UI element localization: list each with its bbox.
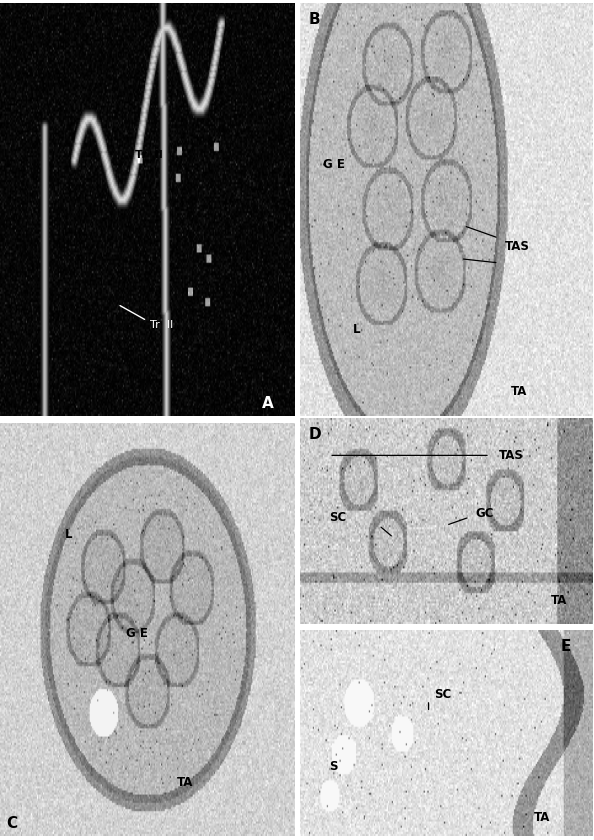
Text: SC: SC	[434, 688, 451, 701]
Text: GC: GC	[475, 507, 494, 520]
Text: TAS: TAS	[504, 240, 529, 254]
Text: Tr  II: Tr II	[135, 150, 163, 160]
Text: L: L	[353, 323, 360, 336]
Text: Tr  II: Tr II	[150, 320, 173, 330]
Text: TA: TA	[510, 385, 527, 398]
Text: E: E	[561, 639, 571, 654]
Text: G E: G E	[127, 627, 148, 640]
Text: SC: SC	[329, 512, 346, 524]
Text: TA: TA	[551, 594, 568, 606]
Text: S: S	[329, 760, 338, 773]
Text: G E: G E	[323, 158, 345, 171]
Text: TA: TA	[534, 811, 550, 824]
Text: D: D	[308, 428, 321, 443]
Text: L: L	[65, 528, 72, 541]
Text: A: A	[262, 396, 273, 411]
Text: TA: TA	[176, 776, 193, 790]
Text: TAS: TAS	[499, 449, 523, 463]
Text: B: B	[309, 12, 320, 27]
Text: C: C	[6, 816, 17, 831]
